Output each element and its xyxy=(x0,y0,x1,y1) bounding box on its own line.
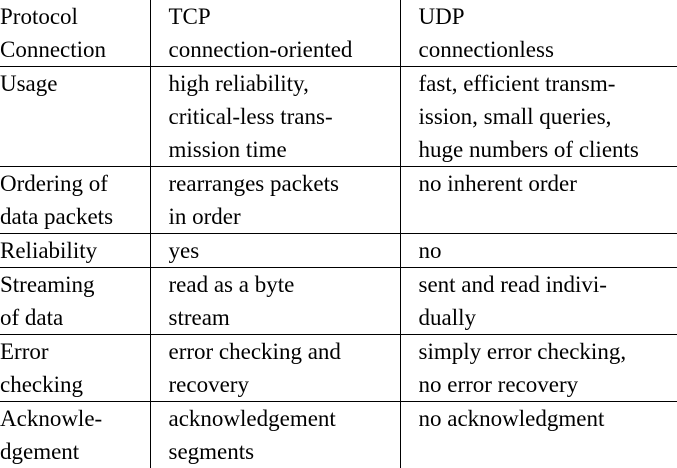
cell-line: dually xyxy=(419,301,677,334)
udp-cell: simply error checking, no error recovery xyxy=(400,335,677,402)
cell-line: yes xyxy=(169,234,400,267)
cell-line: connection-oriented xyxy=(169,33,400,66)
cell-line: Connection xyxy=(0,33,150,66)
cell-line: acknowledgement xyxy=(169,402,400,435)
row-label-cell: Acknowle- dgement xyxy=(0,402,150,468)
row-label-cell: Streaming of data xyxy=(0,268,150,335)
row-label-cell: Reliability xyxy=(0,234,150,268)
tcp-cell: rearranges packets in order xyxy=(150,167,400,234)
row-label-cell: Connection xyxy=(0,33,150,67)
cell-line: Error xyxy=(0,335,150,368)
udp-cell: sent and read indivi- dually xyxy=(400,268,677,335)
udp-cell: connectionless xyxy=(400,33,677,67)
table-row: Ordering of data packets rearranges pack… xyxy=(0,167,677,234)
row-label-cell: Error checking xyxy=(0,335,150,402)
udp-cell: no xyxy=(400,234,677,268)
cell-line: in order xyxy=(169,200,400,233)
table-row: Acknowle- dgement acknowledgement segmen… xyxy=(0,402,677,468)
cell-line: Usage xyxy=(0,67,150,100)
row-label-cell: Ordering of data packets xyxy=(0,167,150,234)
cell-line: rearranges packets xyxy=(169,167,400,200)
cell-line: ission, small queries, xyxy=(419,100,677,133)
udp-cell: fast, efficient transm- ission, small qu… xyxy=(400,67,677,167)
cell-line: Ordering of xyxy=(0,167,150,200)
udp-cell: no acknowledgment xyxy=(400,402,677,468)
header-tcp: TCP xyxy=(150,0,400,33)
header-udp: UDP xyxy=(400,0,677,33)
cell-line: stream xyxy=(169,301,400,334)
cell-line: mission time xyxy=(169,133,400,166)
tcp-cell: connection-oriented xyxy=(150,33,400,67)
row-label-cell: Usage xyxy=(0,67,150,167)
table-header-row: Protocol TCP UDP xyxy=(0,0,677,33)
cell-line: no acknowledgment xyxy=(419,402,677,435)
cell-line: read as a byte xyxy=(169,268,400,301)
udp-cell: no inherent order xyxy=(400,167,677,234)
cell-line: simply error checking, xyxy=(419,335,677,368)
table-row: Streaming of data read as a byte stream … xyxy=(0,268,677,335)
tcp-cell: high reliability, critical-less trans- m… xyxy=(150,67,400,167)
cell-line: huge numbers of clients xyxy=(419,133,677,166)
cell-line: dgement xyxy=(0,435,150,468)
cell-line: critical-less trans- xyxy=(169,100,400,133)
tcp-cell: read as a byte stream xyxy=(150,268,400,335)
cell-line: high reliability, xyxy=(169,67,400,100)
cell-line: no error recovery xyxy=(419,368,677,401)
cell-line: checking xyxy=(0,368,150,401)
cell-line: Reliability xyxy=(0,234,150,267)
table-row: Usage high reliability, critical-less tr… xyxy=(0,67,677,167)
table-row: Error checking error checking and recove… xyxy=(0,335,677,402)
cell-line: sent and read indivi- xyxy=(419,268,677,301)
tcp-cell: acknowledgement segments xyxy=(150,402,400,468)
tcp-cell: error checking and recovery xyxy=(150,335,400,402)
cell-line: connectionless xyxy=(419,33,677,66)
cell-line: Acknowle- xyxy=(0,402,150,435)
table-row: Connection connection-oriented connectio… xyxy=(0,33,677,67)
cell-line: segments xyxy=(169,435,400,468)
table-body: Connection connection-oriented connectio… xyxy=(0,33,677,468)
cell-line: error checking and xyxy=(169,335,400,368)
header-protocol: Protocol xyxy=(0,0,150,33)
cell-line: no inherent order xyxy=(419,167,677,200)
tcp-cell: yes xyxy=(150,234,400,268)
cell-line: no xyxy=(419,234,677,267)
cell-line: fast, efficient transm- xyxy=(419,67,677,100)
cell-line: recovery xyxy=(169,368,400,401)
cell-line: Streaming xyxy=(0,268,150,301)
table-row: Reliability yes no xyxy=(0,234,677,268)
cell-line: data packets xyxy=(0,200,150,233)
cell-line: of data xyxy=(0,301,150,334)
